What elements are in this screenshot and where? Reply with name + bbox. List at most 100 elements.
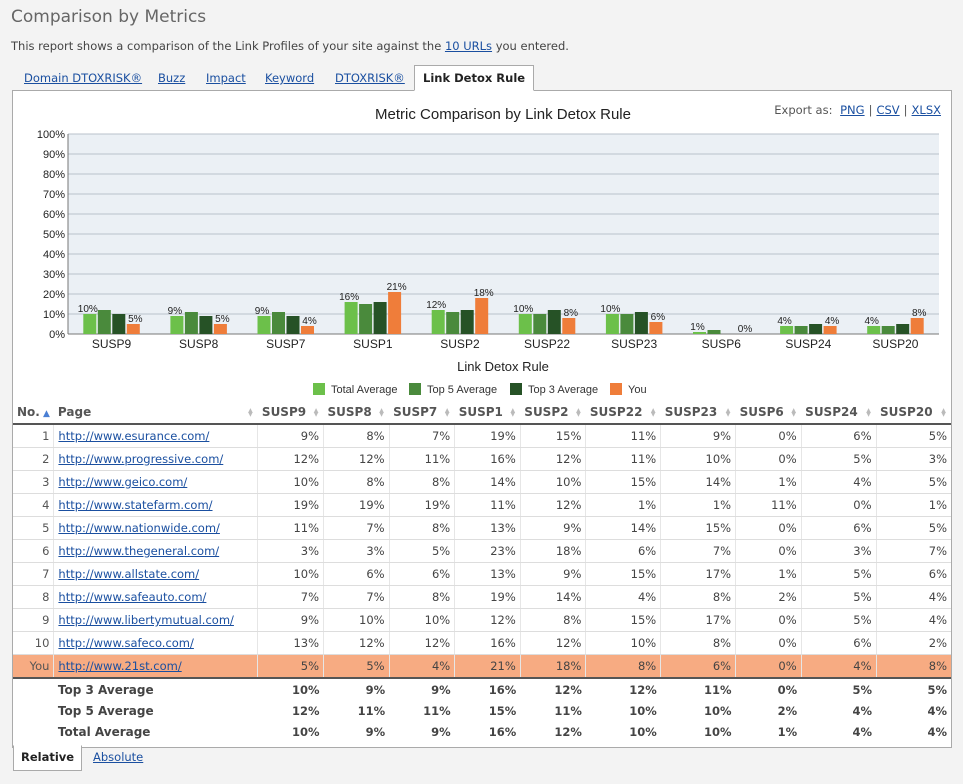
bar: [170, 316, 184, 334]
tab-impact[interactable]: Impact: [206, 71, 246, 85]
x-tick-label: SUSP24: [785, 337, 831, 351]
sort-icon: ▲▼: [378, 407, 386, 415]
metric-value: 8%: [323, 424, 390, 448]
column-header-label: SUSP9: [261, 405, 307, 419]
page-link[interactable]: http://www.statefarm.com/: [58, 498, 213, 512]
metric-value: 11%: [585, 447, 661, 471]
page-link[interactable]: http://www.safeauto.com/: [58, 590, 207, 604]
metric-value: 12%: [519, 631, 586, 655]
row-number: 1: [13, 424, 54, 448]
metric-value: 16%: [454, 447, 521, 471]
tab-absolute[interactable]: Absolute: [93, 750, 144, 764]
export-xlsx-link[interactable]: XLSX: [911, 103, 941, 117]
metric-value: 14%: [660, 470, 736, 494]
metric-value: 8%: [388, 516, 455, 540]
column-header-susp6[interactable]: SUSP6 ▲▼: [735, 401, 802, 425]
bar: [475, 298, 489, 334]
metric-value: 1%: [735, 470, 802, 494]
export-png-link[interactable]: PNG: [840, 103, 865, 117]
table-row: 7 http://www.allstate.com/10% 6% 6% 13% 9% 15%…: [13, 562, 951, 586]
page-link[interactable]: http://www.libertymutual.com/: [58, 613, 234, 627]
sort-icon: ▲▼: [574, 407, 582, 415]
metric-value: 15%: [585, 470, 661, 494]
summary-value: 16%: [488, 724, 517, 739]
metric-value: 8%: [660, 585, 736, 609]
metric-value: 4%: [875, 585, 951, 609]
data-label: 10%: [78, 304, 98, 315]
tab-domain-dtoxrisk[interactable]: Domain DTOXRISK®: [24, 71, 143, 85]
metric-value: 17%: [660, 562, 736, 586]
column-header-susp9[interactable]: SUSP9 ▲▼: [257, 401, 324, 425]
page-link[interactable]: http://www.nationwide.com/: [58, 521, 220, 535]
data-label: 9%: [168, 306, 183, 317]
page-title: Comparison by Metrics: [11, 7, 207, 27]
metric-value: 11%: [388, 447, 455, 471]
y-tick-label: 80%: [43, 169, 65, 181]
metric-value: 6%: [585, 539, 661, 563]
metric-value: 10%: [388, 608, 455, 632]
metric-value: 19%: [388, 493, 455, 517]
column-header-susp2[interactable]: SUSP2 ▲▼: [520, 401, 586, 425]
tab-relative[interactable]: Relative: [13, 745, 83, 771]
metric-value: 15%: [585, 562, 661, 586]
tab-link-detox-rule[interactable]: Link Detox Rule: [414, 65, 535, 91]
data-label: 1%: [690, 322, 705, 333]
x-tick-label: SUSP1: [353, 337, 393, 351]
column-header-susp7[interactable]: SUSP7 ▲▼: [389, 401, 455, 425]
bar: [693, 332, 706, 334]
urls-link[interactable]: 10 URLs: [444, 39, 493, 53]
column-header-label: SUSP20: [880, 405, 933, 419]
metric-value: 7%: [257, 585, 324, 609]
bar: [605, 314, 619, 334]
summary-value: 10%: [629, 724, 657, 739]
column-header-susp23[interactable]: SUSP23 ▲▼: [660, 401, 736, 425]
legend-label: You: [628, 384, 647, 396]
summary-row: Top 5 Average 12% 11% 11% 15% 11% 10% 10% 2% 4% 4%: [13, 700, 951, 721]
metric-value: 12%: [519, 447, 586, 471]
column-header-no[interactable]: No. ▲: [13, 401, 54, 425]
page-link[interactable]: http://www.safeco.com/: [58, 636, 194, 650]
column-header-page[interactable]: Page ▲▼: [53, 401, 258, 425]
column-header-susp1[interactable]: SUSP1 ▲▼: [454, 401, 521, 425]
table-row: 3 http://www.geico.com/10% 8% 8% 14% 10% 15% 14…: [13, 470, 951, 494]
intro-text-after: you entered.: [492, 39, 569, 53]
page-link[interactable]: http://www.thegeneral.com/: [58, 544, 220, 558]
metric-value: 5%: [875, 516, 951, 540]
metric-value: 10%: [257, 562, 324, 586]
page-link[interactable]: http://www.21st.com/: [58, 659, 182, 673]
metric-value: 5%: [800, 585, 877, 609]
data-label: 6%: [651, 312, 666, 323]
bar: [823, 326, 837, 334]
export-label: Export as:: [774, 103, 833, 117]
sort-icon: ▲▼: [724, 407, 732, 415]
summary-value: 9%: [323, 677, 390, 700]
column-header-label: Page: [57, 405, 92, 419]
page-link[interactable]: http://www.allstate.com/: [58, 567, 200, 581]
tab-dtoxrisk[interactable]: DTOXRISK®: [335, 71, 405, 85]
page-link[interactable]: http://www.progressive.com/: [58, 452, 224, 466]
column-header-susp8[interactable]: SUSP8 ▲▼: [323, 401, 390, 425]
summary-value: 10%: [257, 677, 324, 700]
metric-value: 9%: [257, 608, 324, 632]
column-header-susp22[interactable]: SUSP22 ▲▼: [585, 401, 661, 425]
page-cell: http://www.nationwide.com/: [53, 516, 258, 540]
summary-value: 10%: [704, 703, 732, 718]
column-header-susp24[interactable]: SUSP24 ▲▼: [801, 401, 877, 425]
summary-value: 15%: [488, 703, 517, 718]
bar: [373, 302, 387, 334]
page-link[interactable]: http://www.geico.com/: [58, 475, 188, 489]
bar: [286, 316, 300, 334]
legend-swatch: [409, 383, 421, 395]
row-number: 3: [13, 470, 54, 494]
bar: [272, 312, 285, 334]
summary-value: 4%: [927, 724, 947, 739]
y-tick-label: 70%: [43, 189, 65, 201]
tab-buzz[interactable]: Buzz: [158, 71, 186, 85]
table-row: 2 http://www.progressive.com/12% 12% 11% 16%…: [13, 447, 951, 471]
page-link[interactable]: http://www.esurance.com/: [58, 429, 210, 443]
tab-keyword[interactable]: Keyword: [265, 71, 315, 85]
column-header-susp20[interactable]: SUSP20 ▲▼: [876, 401, 951, 425]
export-csv-link[interactable]: CSV: [876, 103, 900, 117]
sort-icon: ▲▼: [865, 407, 873, 415]
y-tick-label: 0%: [49, 329, 65, 341]
